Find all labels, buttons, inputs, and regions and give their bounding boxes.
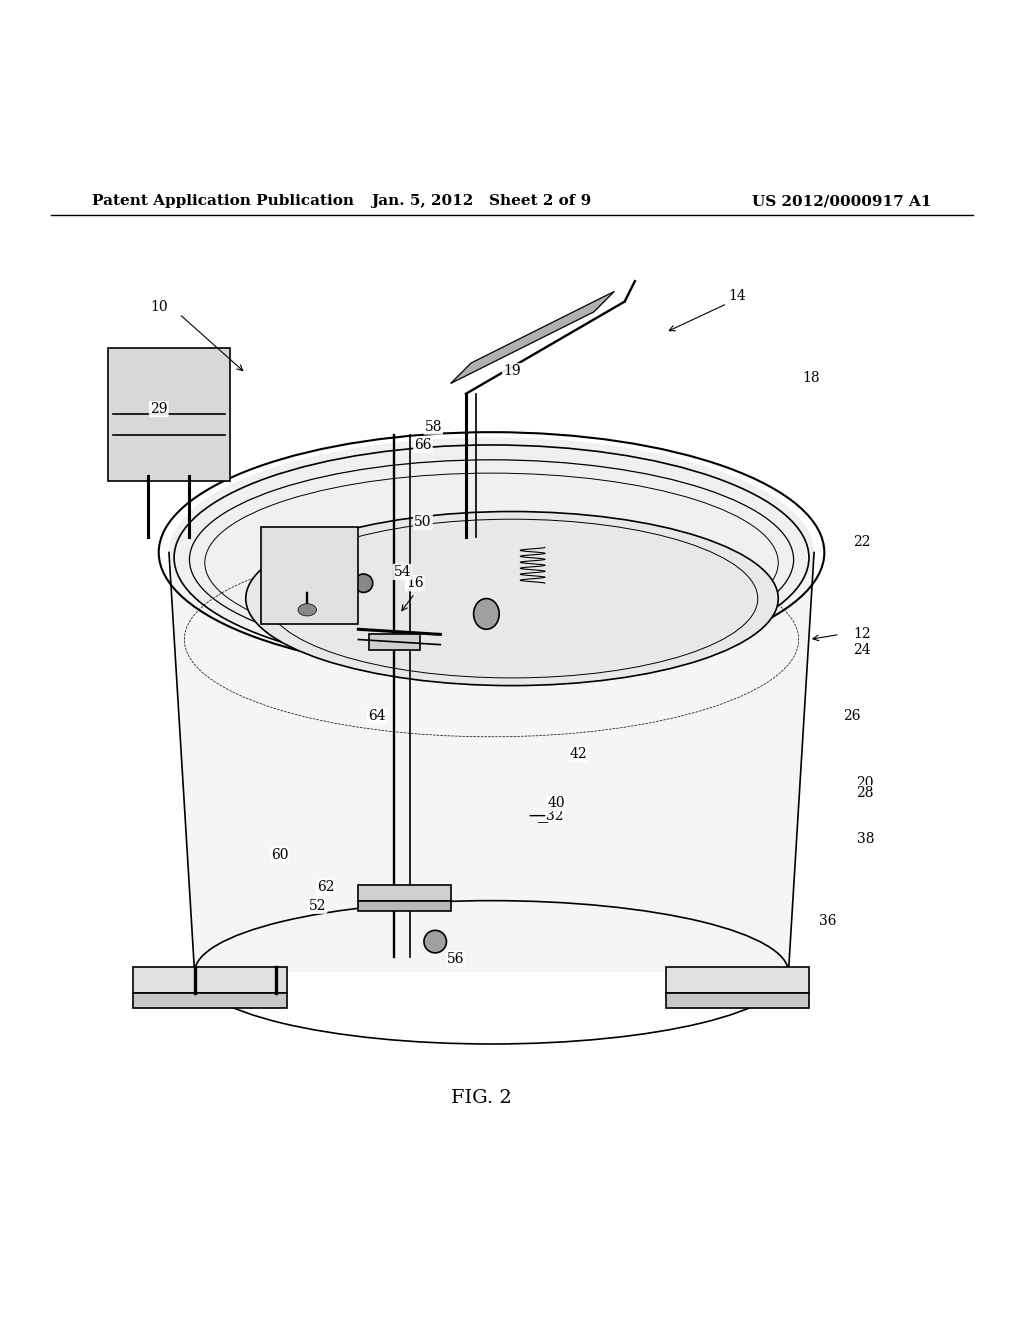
Text: 40: 40 — [547, 796, 565, 810]
Text: US 2012/0000917 A1: US 2012/0000917 A1 — [753, 194, 932, 209]
Polygon shape — [169, 553, 814, 973]
Polygon shape — [358, 900, 451, 911]
Text: 38: 38 — [856, 832, 874, 846]
Ellipse shape — [473, 598, 500, 630]
Text: 52: 52 — [308, 899, 327, 912]
Text: 60: 60 — [270, 847, 289, 862]
Text: 16: 16 — [406, 577, 424, 590]
Text: 26: 26 — [843, 709, 861, 723]
Ellipse shape — [298, 603, 316, 616]
Ellipse shape — [424, 931, 446, 953]
Text: 42: 42 — [569, 747, 588, 762]
Text: 10: 10 — [150, 300, 168, 314]
Polygon shape — [312, 578, 655, 603]
Polygon shape — [451, 292, 614, 384]
Text: Patent Application Publication: Patent Application Publication — [92, 194, 354, 209]
Polygon shape — [369, 635, 420, 649]
Text: 32: 32 — [546, 809, 564, 822]
FancyBboxPatch shape — [108, 347, 230, 480]
Text: 18: 18 — [802, 371, 820, 385]
Polygon shape — [133, 968, 287, 993]
Text: 28: 28 — [856, 787, 874, 800]
Text: 14: 14 — [728, 289, 746, 304]
Polygon shape — [666, 993, 809, 1008]
FancyBboxPatch shape — [261, 527, 358, 624]
Text: 56: 56 — [446, 952, 465, 966]
Ellipse shape — [354, 574, 373, 593]
Text: 50: 50 — [414, 515, 432, 529]
Text: 64: 64 — [368, 709, 386, 723]
Text: __: __ — [538, 813, 548, 822]
Polygon shape — [358, 886, 451, 900]
Text: 19: 19 — [503, 364, 521, 379]
Text: 58: 58 — [424, 420, 442, 433]
Text: 12: 12 — [853, 627, 871, 642]
Text: 22: 22 — [853, 535, 871, 549]
Text: FIG. 2: FIG. 2 — [451, 1089, 512, 1107]
Polygon shape — [133, 993, 287, 1008]
Text: 29: 29 — [150, 403, 168, 416]
Text: 62: 62 — [316, 880, 335, 895]
Text: 66: 66 — [414, 438, 432, 451]
Text: 20: 20 — [856, 776, 874, 789]
Text: 54: 54 — [393, 565, 412, 579]
Polygon shape — [666, 968, 809, 993]
Text: 36: 36 — [818, 915, 837, 928]
Ellipse shape — [169, 437, 814, 668]
Text: 24: 24 — [853, 643, 871, 657]
Text: Jan. 5, 2012   Sheet 2 of 9: Jan. 5, 2012 Sheet 2 of 9 — [371, 194, 592, 209]
Ellipse shape — [246, 512, 778, 685]
